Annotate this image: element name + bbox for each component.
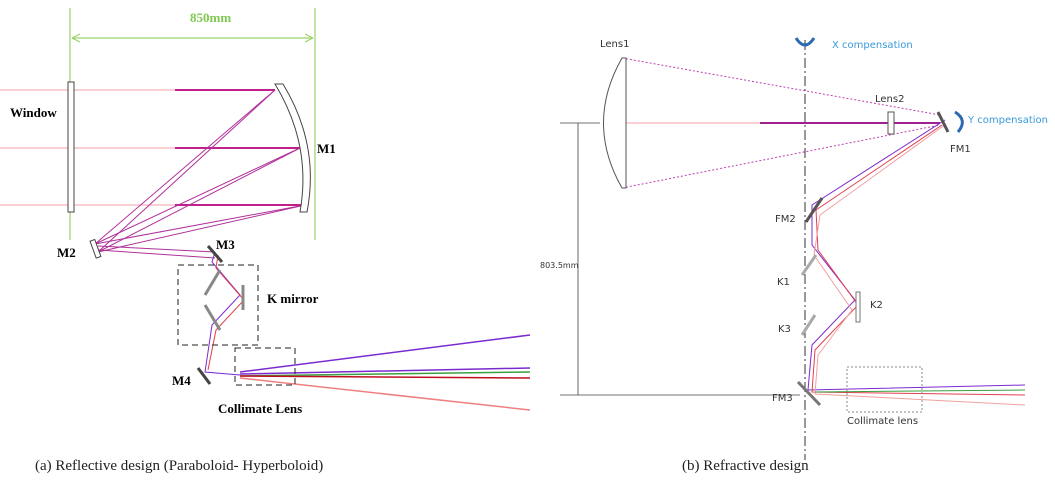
page: 850mm Window M1 M2 M3 K mirror M4 Collim… [0, 0, 1055, 489]
label: FM2 [775, 214, 796, 225]
rays [814, 124, 1025, 405]
label: X compensation [832, 40, 913, 51]
rays [812, 125, 1025, 395]
label: K mirror [267, 291, 319, 306]
output-rays [240, 335, 530, 372]
mirror-k1 [802, 255, 816, 275]
reflected-rays [95, 90, 305, 375]
mirror-k3 [802, 315, 815, 335]
label: FM3 [772, 393, 793, 404]
label: Window [10, 105, 57, 120]
output-rays [240, 335, 530, 410]
mirror-m4 [198, 368, 210, 384]
label: 803.5mm [540, 261, 579, 270]
collimate-box [847, 367, 922, 412]
label: M4 [172, 373, 191, 388]
reflected-rays [98, 90, 275, 252]
label: 850mm [190, 10, 231, 25]
panel-a: 850mm Window M1 M2 M3 K mirror M4 Collim… [0, 8, 530, 474]
rays [808, 120, 1025, 390]
label: Collimate Lens [218, 401, 302, 416]
label: Collimate lens [847, 416, 918, 427]
marginal-rays [175, 90, 305, 205]
label: K1 [777, 277, 790, 288]
k-mirror-box [178, 265, 258, 345]
lens1 [604, 58, 627, 188]
label: M2 [57, 245, 76, 260]
window [68, 82, 74, 212]
mirror-fm3 [798, 382, 820, 405]
k-mirror [205, 305, 220, 330]
label: FM1 [950, 144, 971, 155]
reflected-rays [208, 255, 244, 370]
mirror-k2 [856, 292, 860, 322]
caption: (b) Refractive design [682, 458, 809, 474]
reflected-rays [95, 205, 305, 244]
label: Lens2 [875, 94, 904, 105]
rays [622, 58, 940, 115]
label: Y compensation [967, 115, 1048, 126]
dimension [560, 123, 800, 395]
rays [622, 58, 1025, 405]
reflected-rays [95, 90, 275, 244]
label: K2 [870, 300, 883, 311]
k-mirror [205, 270, 220, 295]
panel-b: Lens1 X compensation Lens2 Y compensatio… [540, 38, 1048, 474]
rotation-arrow [955, 112, 962, 132]
caption: (a) Reflective design (Paraboloid- Hyper… [35, 458, 323, 474]
figure: 850mm Window M1 M2 M3 K mirror M4 Collim… [0, 0, 1055, 489]
label: M3 [216, 237, 235, 252]
lens2 [888, 112, 894, 134]
reflected-rays [98, 148, 300, 252]
output-rays [240, 376, 530, 378]
label: Lens1 [600, 39, 629, 50]
label: K3 [778, 324, 791, 335]
label: M1 [317, 141, 336, 156]
